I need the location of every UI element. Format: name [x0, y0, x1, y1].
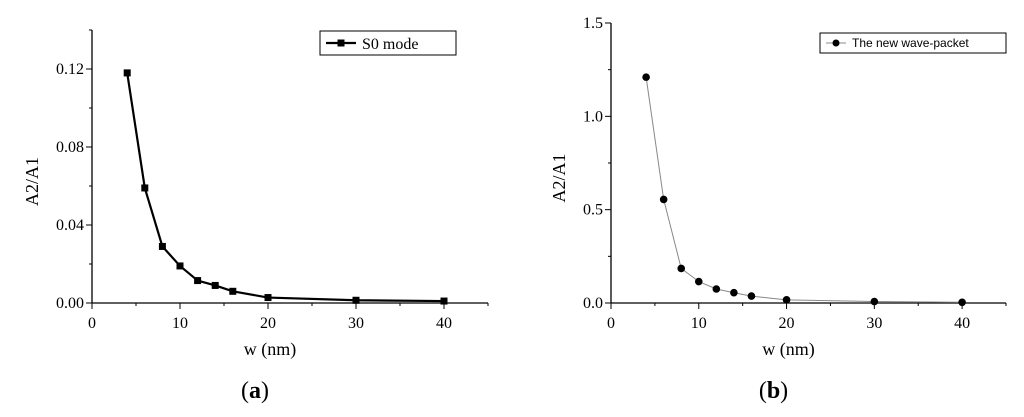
data-point-marker	[782, 296, 791, 304]
x-tick-label: 30	[866, 315, 882, 332]
x-tick-label: 0	[607, 315, 615, 332]
y-tick-label: 0.0	[583, 295, 603, 312]
data-point-marker	[694, 277, 703, 286]
x-axis-label: w (nm)	[244, 339, 297, 360]
data-point-marker	[352, 296, 360, 304]
data-point-marker	[958, 298, 966, 307]
x-axis-label: w (nm)	[762, 339, 815, 360]
y-tick-label: 0.12	[56, 61, 84, 78]
y-tick-label: 1.5	[583, 15, 603, 32]
data-point-marker	[870, 297, 879, 306]
y-tick-label: 0.00	[56, 295, 84, 312]
legend-label: The new wave-packet	[852, 36, 969, 50]
chart-panel-a: 0 10 20 30 40 0.00 0.04 0.08 0.12 w (nm) A2/A1 (a) S…	[22, 29, 489, 404]
panel-label: (b)	[759, 378, 788, 404]
x-tick-label: 20	[779, 315, 795, 332]
series-line	[645, 77, 963, 303]
legend-label: S0 mode	[362, 36, 418, 53]
x-tick-label: 0	[88, 315, 96, 332]
data-point-marker	[712, 285, 721, 293]
x-tick-label: 30	[348, 315, 364, 332]
data-point-marker	[730, 288, 738, 297]
x-tick-label: 20	[260, 315, 276, 332]
x-tick-label: 10	[691, 315, 707, 332]
data-point-marker	[194, 277, 202, 285]
data-point-marker	[677, 264, 686, 273]
panel-label: (a)	[241, 378, 269, 404]
y-axis-label: A2/A1	[549, 154, 569, 203]
data-point-marker	[176, 262, 184, 270]
data-point-marker	[158, 242, 166, 250]
data-point-marker	[659, 195, 668, 204]
y-tick-label: 0.04	[56, 217, 84, 234]
x-tick-label: 40	[954, 315, 970, 332]
x-tick-label: 40	[436, 315, 452, 332]
data-point-marker	[211, 281, 219, 289]
x-tick-label: 10	[172, 315, 188, 332]
data-point-marker	[440, 297, 448, 305]
chart-panel-b: 0 10 20 30 40 0.0 0.5 1.0 1.5 w (nm) A2/A1 (b) The n…	[549, 15, 1007, 404]
data-point-marker	[141, 184, 149, 192]
data-point-marker	[747, 292, 756, 300]
data-point-marker	[123, 69, 131, 77]
legend-marker	[832, 39, 840, 47]
data-point-marker	[642, 73, 650, 81]
y-tick-label: 1.0	[583, 108, 603, 125]
y-axis-label: A2/A1	[22, 157, 42, 206]
y-tick-label: 0.08	[56, 139, 84, 156]
y-tick-label: 0.5	[583, 202, 603, 219]
legend-box	[819, 32, 1007, 54]
data-point-marker	[264, 294, 272, 302]
legend-marker	[337, 39, 345, 47]
data-point-marker	[229, 287, 237, 295]
series-line	[126, 72, 445, 303]
